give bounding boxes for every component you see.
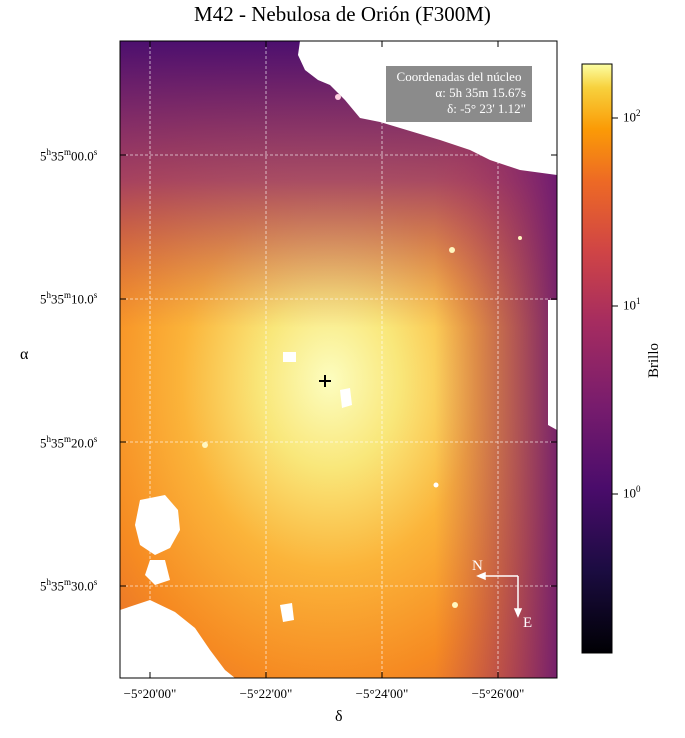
x-tick-label: −5°26'00" <box>472 686 525 702</box>
y-tick-label: 5h35m10.0s <box>40 290 97 307</box>
colorbar-label: Brillo <box>646 343 663 378</box>
colorbar-tick-label: 101 <box>623 296 641 313</box>
colorbar-tick-label: 100 <box>623 484 641 501</box>
x-tick-label: −5°20'00" <box>124 686 177 702</box>
y-tick-label: 5h35m00.0s <box>40 147 97 164</box>
compass-east-label: E <box>523 615 532 632</box>
x-axis-label: δ <box>335 708 343 726</box>
colorbar-tick-label: 102 <box>623 108 641 125</box>
y-tick-label: 5h35m20.0s <box>40 434 97 451</box>
info-box-delta: δ: -5° 23' 1.12" <box>386 101 526 117</box>
compass-north-label: N <box>472 558 483 575</box>
colorbar <box>582 64 612 653</box>
info-box-title: Coordenadas del núcleo <box>386 69 526 85</box>
y-tick-label: 5h35m30.0s <box>40 577 97 594</box>
colorbar-ticks <box>612 118 618 494</box>
nebula-image <box>0 0 660 738</box>
core-coordinates-box: Coordenadas del núcleo α: 5h 35m 15.67s … <box>386 66 532 122</box>
y-axis-label: α <box>20 346 28 364</box>
x-tick-label: −5°22'00" <box>240 686 293 702</box>
info-box-alpha: α: 5h 35m 15.67s <box>386 85 526 101</box>
x-tick-label: −5°24'00" <box>356 686 409 702</box>
